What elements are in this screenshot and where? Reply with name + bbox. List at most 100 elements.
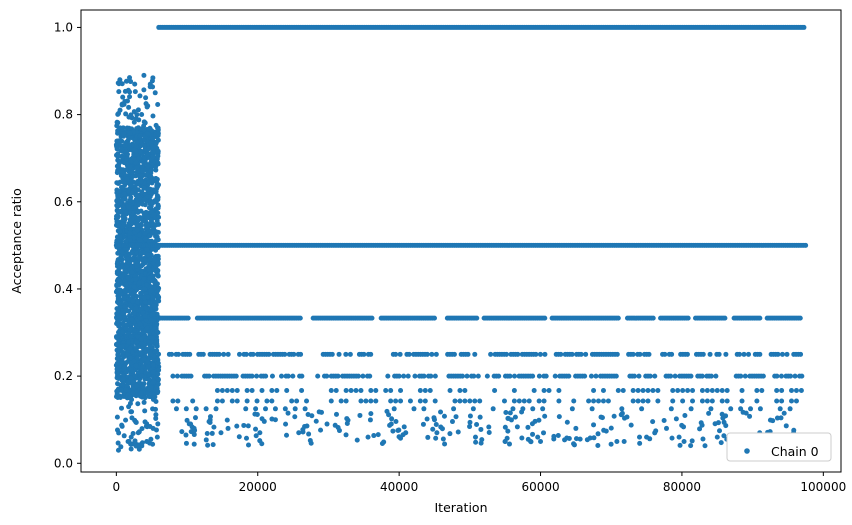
data-point — [130, 369, 136, 375]
data-point — [316, 409, 322, 415]
data-point — [385, 373, 391, 379]
data-point — [637, 434, 643, 440]
data-point — [128, 446, 134, 452]
data-point — [803, 242, 809, 248]
data-point — [257, 438, 263, 444]
data-point — [283, 421, 289, 427]
data-point — [798, 388, 804, 393]
data-point — [254, 373, 260, 379]
data-point — [131, 147, 137, 153]
data-point — [191, 441, 197, 447]
data-point — [122, 99, 128, 105]
data-point — [140, 201, 146, 207]
data-point — [645, 398, 651, 404]
data-point — [537, 351, 543, 357]
data-point — [297, 315, 303, 321]
data-point — [593, 373, 599, 379]
data-point — [123, 417, 129, 423]
data-point — [596, 398, 602, 404]
data-point — [169, 351, 175, 357]
data-point — [690, 398, 696, 404]
data-point — [368, 398, 374, 404]
data-point — [591, 435, 597, 441]
data-point — [147, 81, 153, 87]
data-point — [530, 373, 536, 379]
data-point — [142, 286, 148, 292]
data-point — [134, 383, 140, 389]
data-point — [128, 218, 134, 224]
data-point — [115, 440, 121, 446]
data-point — [114, 335, 120, 341]
data-point — [296, 430, 302, 436]
data-point — [191, 432, 197, 438]
data-point — [459, 373, 465, 379]
data-point — [653, 428, 659, 434]
data-point — [681, 438, 687, 444]
data-point — [467, 424, 473, 430]
data-point — [680, 398, 686, 404]
data-point — [123, 148, 129, 154]
data-point — [488, 351, 494, 357]
data-point — [119, 359, 125, 365]
data-point — [128, 434, 134, 440]
data-point — [142, 395, 148, 401]
data-point — [154, 434, 160, 440]
data-point — [140, 168, 146, 174]
data-point — [453, 414, 459, 420]
data-point — [538, 438, 544, 444]
data-point — [128, 333, 134, 339]
data-point — [224, 388, 230, 393]
data-point — [118, 387, 124, 393]
data-point — [233, 373, 239, 379]
data-point — [123, 238, 129, 244]
data-point — [129, 316, 135, 322]
data-point — [153, 140, 159, 146]
data-point — [652, 373, 658, 379]
data-point — [145, 222, 151, 228]
data-point — [361, 351, 367, 357]
data-point — [123, 209, 129, 215]
data-point — [343, 432, 349, 438]
data-point — [307, 437, 313, 443]
data-point — [151, 212, 157, 218]
data-point — [129, 183, 135, 189]
data-point — [145, 163, 151, 169]
data-point — [688, 373, 694, 379]
data-point — [624, 414, 630, 420]
data-point — [133, 305, 139, 311]
data-point — [133, 419, 139, 425]
data-point — [214, 398, 220, 404]
data-point — [455, 429, 461, 435]
data-point — [141, 161, 147, 167]
data-point — [274, 388, 280, 393]
data-point — [318, 427, 324, 433]
data-point — [529, 421, 535, 427]
data-point — [621, 439, 627, 445]
data-point — [704, 398, 710, 404]
data-point — [368, 351, 374, 357]
data-point — [229, 398, 235, 404]
data-point — [369, 315, 375, 321]
data-point — [135, 430, 141, 436]
data-point — [478, 426, 484, 432]
data-point — [119, 329, 125, 335]
data-point — [138, 250, 144, 256]
data-point — [213, 406, 219, 412]
data-point — [150, 113, 156, 119]
data-point — [614, 351, 620, 357]
data-point — [778, 415, 784, 421]
data-point — [721, 433, 727, 439]
data-point — [465, 351, 471, 357]
data-point — [490, 406, 496, 412]
data-point — [673, 416, 679, 422]
data-point — [128, 409, 134, 415]
data-point — [367, 417, 373, 423]
data-point — [699, 398, 705, 404]
data-point — [305, 411, 311, 417]
data-point — [620, 388, 626, 393]
data-point — [188, 373, 194, 379]
data-point — [154, 321, 160, 327]
data-point — [203, 437, 209, 443]
data-point — [244, 388, 250, 393]
data-point — [530, 431, 536, 437]
